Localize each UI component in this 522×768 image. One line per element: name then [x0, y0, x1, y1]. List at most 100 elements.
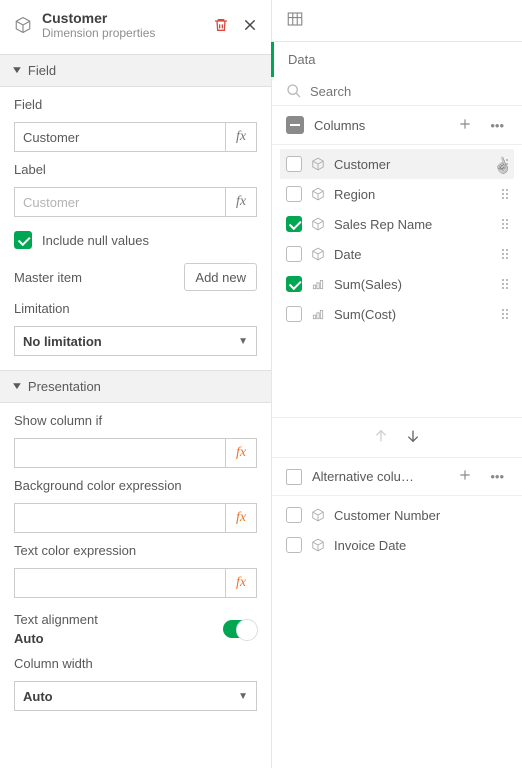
panel-subtitle: Dimension properties	[42, 26, 203, 40]
search-row[interactable]	[272, 77, 522, 105]
add-column-button[interactable]	[454, 117, 476, 134]
section-field-label: Field	[28, 63, 56, 78]
add-new-button[interactable]: Add new	[184, 263, 257, 291]
collapse-icon[interactable]	[286, 116, 304, 134]
text-align-label: Text alignment	[14, 612, 98, 627]
alt-column-name: Invoice Date	[334, 538, 508, 553]
drag-handle-icon[interactable]	[502, 249, 508, 259]
field-input[interactable]	[14, 122, 225, 152]
caret-down-icon: ▼	[238, 691, 248, 702]
data-panel-header	[272, 0, 522, 42]
label-input[interactable]	[14, 187, 225, 217]
dimension-icon	[310, 247, 326, 261]
section-presentation-body: Show column if fx Background color expre…	[0, 403, 271, 725]
column-checkbox[interactable]	[286, 216, 302, 232]
fx-button[interactable]: fx	[225, 187, 257, 217]
column-name: Date	[334, 247, 494, 262]
fx-button[interactable]: fx	[225, 438, 257, 468]
columns-list: Customer Region Sales Rep Name Date Sum(Sale…	[272, 145, 522, 417]
move-down-button[interactable]	[405, 428, 421, 447]
field-label: Field	[14, 97, 257, 112]
drag-handle-icon[interactable]	[502, 309, 508, 319]
drag-handle-icon[interactable]	[502, 189, 508, 199]
fx-button[interactable]: fx	[225, 503, 257, 533]
include-null-row[interactable]: Include null values	[14, 227, 257, 253]
column-checkbox[interactable]	[286, 186, 302, 202]
column-name: Sum(Sales)	[334, 277, 494, 292]
more-icon[interactable]: •••	[486, 469, 508, 484]
move-up-button[interactable]	[373, 428, 389, 447]
dimension-icon	[310, 187, 326, 201]
master-item-row: Master item Add new	[14, 263, 257, 291]
column-item[interactable]: Customer	[280, 149, 514, 179]
cube-icon	[14, 16, 32, 34]
panel-header: Customer Dimension properties	[0, 0, 271, 54]
measure-icon	[310, 307, 326, 321]
delete-icon[interactable]	[213, 17, 229, 33]
column-item[interactable]: Sales Rep Name	[280, 209, 514, 239]
include-null-checkbox[interactable]	[14, 231, 32, 249]
fx-button[interactable]: fx	[225, 568, 257, 598]
close-icon[interactable]	[243, 18, 257, 32]
text-expr-label: Text color expression	[14, 543, 257, 558]
column-item[interactable]: Region	[280, 179, 514, 209]
columns-label: Columns	[314, 118, 444, 133]
more-icon[interactable]: •••	[486, 118, 508, 133]
alt-column-item[interactable]: Invoice Date	[280, 530, 514, 560]
text-expr-input[interactable]	[14, 568, 225, 598]
alt-columns-list: Customer Number Invoice Date	[272, 496, 522, 768]
drag-handle-icon[interactable]	[502, 279, 508, 289]
drag-handle-icon[interactable]	[502, 219, 508, 229]
reorder-arrows	[272, 417, 522, 457]
add-alt-column-button[interactable]	[454, 468, 476, 485]
bg-expr-input[interactable]	[14, 503, 225, 533]
alt-column-checkbox[interactable]	[286, 537, 302, 553]
dimension-icon	[310, 157, 326, 171]
column-checkbox[interactable]	[286, 156, 302, 172]
label-input-row: fx	[14, 187, 257, 217]
field-input-row: fx	[14, 122, 257, 152]
alt-column-checkbox[interactable]	[286, 507, 302, 523]
show-column-if-input[interactable]	[14, 438, 225, 468]
section-field-body: Field fx Label fx Include null values Ma…	[0, 87, 271, 370]
column-item[interactable]: Sum(Sales)	[280, 269, 514, 299]
limitation-select[interactable]: No limitation ▼	[14, 326, 257, 356]
limitation-label: Limitation	[14, 301, 257, 316]
dimension-icon	[310, 538, 326, 552]
caret-down-icon: ▼	[238, 336, 248, 347]
column-name: Sum(Cost)	[334, 307, 494, 322]
dimension-icon	[310, 508, 326, 522]
text-align-toggle[interactable]	[223, 620, 257, 638]
col-width-select[interactable]: Auto ▼	[14, 681, 257, 711]
label-label: Label	[14, 162, 257, 177]
alt-column-item[interactable]: Customer Number	[280, 500, 514, 530]
text-align-value: Auto	[14, 631, 98, 646]
column-checkbox[interactable]	[286, 276, 302, 292]
master-item-label: Master item	[14, 270, 82, 285]
alt-columns-label: Alternative colu…	[312, 469, 444, 484]
dimension-icon	[310, 217, 326, 231]
search-input[interactable]	[310, 84, 508, 99]
column-item[interactable]: Date	[280, 239, 514, 269]
column-name: Region	[334, 187, 494, 202]
alt-columns-checkbox[interactable]	[286, 469, 302, 485]
col-width-label: Column width	[14, 656, 257, 671]
column-name: Sales Rep Name	[334, 217, 494, 232]
properties-panel: Customer Dimension properties ▼ Field Fi…	[0, 0, 272, 768]
alt-column-name: Customer Number	[334, 508, 508, 523]
bg-expr-label: Background color expression	[14, 478, 257, 493]
include-null-label: Include null values	[42, 233, 149, 248]
data-label[interactable]: Data	[271, 42, 522, 77]
section-field-header[interactable]: ▼ Field	[0, 54, 271, 87]
column-item[interactable]: Sum(Cost)	[280, 299, 514, 329]
fx-button[interactable]: fx	[225, 122, 257, 152]
section-presentation-label: Presentation	[28, 379, 101, 394]
column-checkbox[interactable]	[286, 306, 302, 322]
col-width-value: Auto	[23, 689, 53, 704]
column-checkbox[interactable]	[286, 246, 302, 262]
section-presentation-header[interactable]: ▼ Presentation	[0, 370, 271, 403]
panel-title: Customer	[42, 10, 203, 26]
columns-group-header[interactable]: Columns •••	[272, 105, 522, 145]
alt-columns-header[interactable]: Alternative colu… •••	[272, 457, 522, 496]
column-name: Customer	[334, 157, 494, 172]
